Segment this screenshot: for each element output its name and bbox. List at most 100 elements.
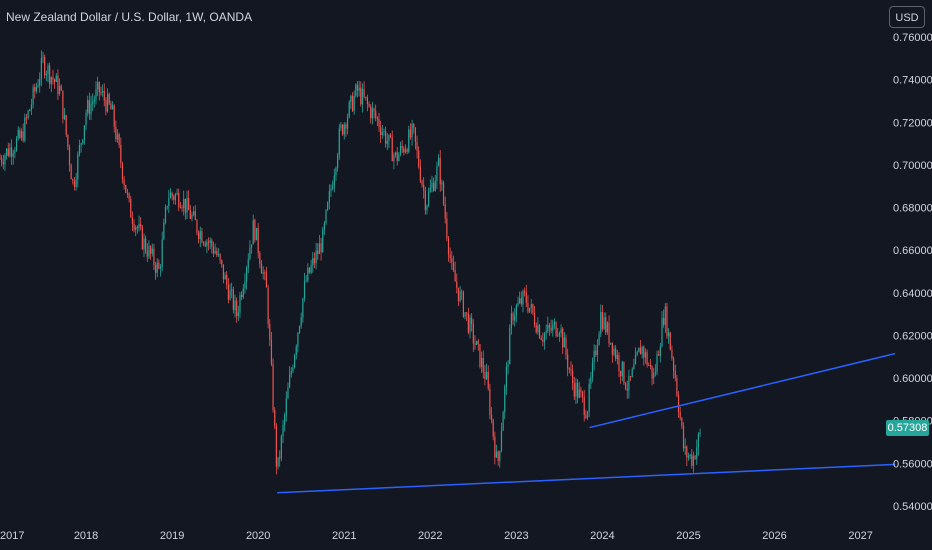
- candle-body: [303, 281, 306, 299]
- candle-body: [484, 372, 486, 380]
- candle-body: [270, 339, 273, 365]
- candle-body: [504, 386, 506, 413]
- candle-body: [151, 248, 153, 254]
- candle-body: [163, 222, 165, 240]
- candle-body: [529, 307, 531, 312]
- currency-button[interactable]: USD: [889, 6, 925, 28]
- candle-body: [241, 294, 243, 298]
- candle-body: [661, 317, 663, 347]
- candle-body: [7, 148, 9, 156]
- candle-body: [145, 238, 147, 252]
- candle-body: [421, 181, 423, 185]
- candle-body: [14, 150, 16, 154]
- candle-body: [452, 262, 455, 271]
- candle-body: [558, 333, 560, 336]
- candle-body: [586, 411, 589, 418]
- candle-body: [135, 227, 137, 230]
- candle-body: [35, 86, 38, 92]
- candle-body: [146, 251, 148, 257]
- candle-body: [482, 357, 484, 373]
- candle-body: [340, 124, 342, 129]
- candle-body: [408, 129, 410, 152]
- candle-body: [552, 324, 554, 331]
- candle-body: [370, 106, 372, 119]
- candle-body: [154, 265, 157, 273]
- candle-body: [461, 291, 463, 293]
- candle-body: [6, 148, 8, 156]
- candle-body: [611, 342, 613, 355]
- candle-body: [404, 149, 407, 153]
- candle-body: [489, 388, 491, 415]
- trendline[interactable]: [589, 352, 896, 429]
- candle-body: [318, 243, 321, 255]
- candle-body: [150, 246, 152, 254]
- candle-body: [17, 130, 19, 139]
- candle-body: [188, 198, 190, 211]
- candle-body: [1, 158, 3, 163]
- candle-body: [568, 368, 570, 370]
- candle-body: [442, 182, 445, 205]
- candle-body: [423, 184, 425, 191]
- candle-body: [123, 179, 125, 186]
- candle-body: [136, 227, 138, 229]
- candle-body: [401, 145, 403, 149]
- candle-body: [207, 241, 210, 243]
- candle-body: [15, 138, 18, 151]
- candle-body: [97, 82, 99, 90]
- candle-body: [429, 187, 431, 193]
- candle-body: [603, 317, 605, 329]
- candle-body: [148, 246, 150, 257]
- candle-body: [413, 123, 415, 128]
- candle-body: [143, 238, 145, 249]
- y-tick-label: 0.66000: [893, 245, 932, 257]
- candle-body: [394, 152, 397, 155]
- candle-body: [52, 77, 54, 80]
- candle-body: [269, 323, 271, 340]
- candle-body: [691, 454, 693, 466]
- candle-body: [682, 426, 685, 449]
- candle-body: [525, 291, 527, 303]
- trendline[interactable]: [277, 463, 896, 494]
- candle-body: [284, 415, 286, 425]
- candle-body: [459, 291, 461, 302]
- candle-body: [411, 123, 413, 138]
- candle-body: [441, 182, 443, 185]
- candle-body: [184, 198, 186, 213]
- candle-body: [409, 129, 412, 138]
- candle-body: [419, 166, 421, 182]
- candle-body: [495, 451, 498, 458]
- candle-body: [363, 88, 365, 97]
- candle-body: [67, 134, 69, 148]
- candle-body: [659, 346, 661, 356]
- candle-body: [95, 89, 97, 100]
- candle-body: [581, 392, 584, 397]
- candle-body: [87, 100, 89, 113]
- candle-body: [70, 164, 72, 180]
- candle-body: [179, 207, 181, 209]
- candle-body: [298, 325, 301, 333]
- candle-body: [595, 350, 597, 355]
- candle-body: [386, 141, 388, 144]
- candle-body: [121, 163, 124, 180]
- candle-body: [2, 162, 4, 165]
- candle-body: [166, 206, 168, 208]
- candle-body: [202, 242, 205, 244]
- candle-body: [535, 325, 537, 333]
- candle-body: [353, 95, 355, 111]
- candle-body: [601, 311, 604, 329]
- candle-body: [297, 332, 299, 347]
- candle-body: [679, 412, 681, 419]
- candle-body: [343, 124, 345, 135]
- candle-body: [418, 150, 420, 167]
- candle-body: [428, 192, 430, 206]
- candle-body: [439, 157, 441, 185]
- candle-body: [689, 454, 691, 457]
- candle-body: [88, 100, 90, 115]
- candle-body: [219, 254, 221, 261]
- candle-body: [193, 211, 195, 216]
- candle-body: [224, 274, 226, 280]
- candle-body: [341, 124, 344, 135]
- candle-body: [585, 415, 587, 418]
